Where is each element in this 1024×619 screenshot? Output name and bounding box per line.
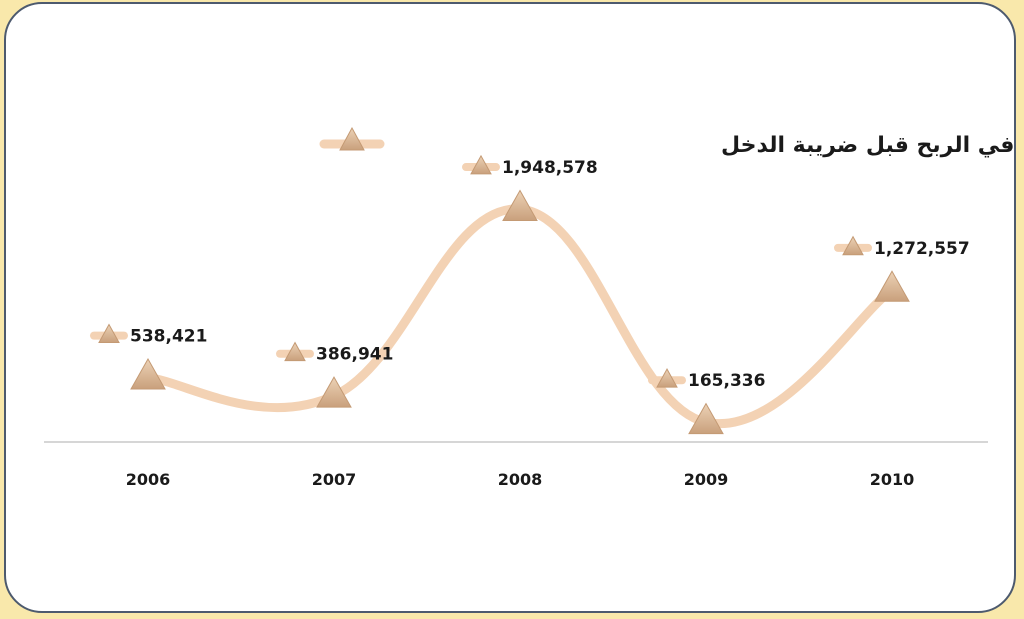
- data-label-value: 1,272,557: [874, 239, 970, 259]
- x-tick-label: 2009: [684, 470, 729, 489]
- data-label-value: 538,421: [130, 327, 207, 347]
- data-label-key-marker: [842, 235, 864, 256]
- data-point-marker: [130, 358, 166, 390]
- data-label: 1,272,557: [834, 235, 970, 259]
- data-label: 386,941: [276, 341, 393, 365]
- data-marks: 538,421 2006 386,941 2007 1,948,578 2008 165,3…: [90, 154, 970, 489]
- data-point-marker: [874, 270, 910, 302]
- x-tick-label: 2006: [126, 470, 171, 489]
- data-label: 538,421: [90, 323, 207, 347]
- legend: صافي الربح قبل ضريبة الدخل: [319, 126, 1016, 158]
- data-point-marker: [316, 376, 352, 408]
- data-point-marker: [688, 402, 724, 435]
- legend-series-name: صافي الربح قبل ضريبة الدخل: [721, 133, 1016, 158]
- data-label: 1,948,578: [462, 154, 598, 178]
- data-label-key-marker: [284, 341, 306, 362]
- x-tick-label: 2007: [312, 470, 357, 489]
- data-label-value: 386,941: [316, 345, 393, 365]
- series-line: [143, 204, 897, 429]
- x-tick-label: 2010: [870, 470, 915, 489]
- data-label-key-marker: [98, 323, 120, 343]
- data-label-key-marker: [656, 368, 678, 388]
- data-label-value: 1,948,578: [502, 158, 598, 178]
- data-label-key-marker: [470, 154, 492, 175]
- chart-card: صافي الربح قبل ضريبة الدخل 538,421 2006 38…: [4, 2, 1016, 613]
- data-point-marker: [502, 189, 538, 221]
- x-tick-label: 2008: [498, 470, 543, 489]
- data-label: 165,336: [648, 368, 765, 391]
- legend-marker: [339, 126, 365, 151]
- line-chart: صافي الربح قبل ضريبة الدخل 538,421 2006 38…: [44, 126, 1016, 489]
- data-label-value: 165,336: [688, 371, 765, 391]
